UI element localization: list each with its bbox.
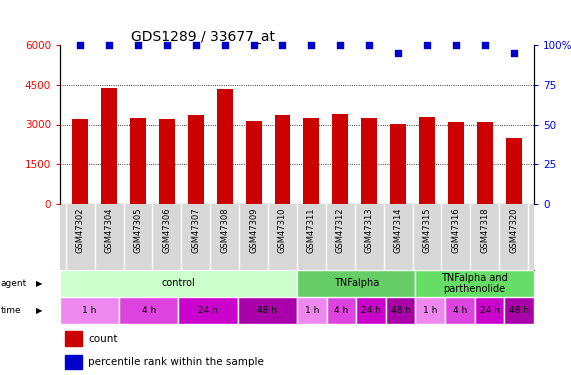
Point <box>220 42 229 48</box>
Text: ▶: ▶ <box>35 306 42 315</box>
Bar <box>297 270 416 297</box>
Bar <box>419 117 435 204</box>
Bar <box>159 119 175 204</box>
Bar <box>356 297 386 324</box>
Text: control: control <box>162 278 195 288</box>
Bar <box>332 114 348 204</box>
Text: GSM47313: GSM47313 <box>365 207 373 253</box>
Bar <box>178 297 238 324</box>
Bar <box>297 297 327 324</box>
Text: GSM47310: GSM47310 <box>278 207 287 253</box>
Text: 1 h: 1 h <box>423 306 437 315</box>
Text: GSM47306: GSM47306 <box>162 207 171 253</box>
Bar <box>361 118 377 204</box>
Bar <box>246 120 262 204</box>
Point <box>307 42 316 48</box>
Text: time: time <box>1 306 21 315</box>
Text: GSM47314: GSM47314 <box>393 207 403 253</box>
Bar <box>238 297 297 324</box>
Text: 24 h: 24 h <box>361 306 381 315</box>
Text: count: count <box>89 333 118 344</box>
Point <box>249 42 258 48</box>
Text: 1 h: 1 h <box>304 306 319 315</box>
Text: GSM47312: GSM47312 <box>336 207 345 253</box>
Text: percentile rank within the sample: percentile rank within the sample <box>89 357 264 367</box>
Text: TNFalpha and
parthenolide: TNFalpha and parthenolide <box>441 273 508 294</box>
Point <box>162 42 171 48</box>
Text: GSM47309: GSM47309 <box>249 207 258 253</box>
Text: GSM47304: GSM47304 <box>104 207 114 253</box>
Text: GSM47311: GSM47311 <box>307 207 316 253</box>
Bar <box>327 297 356 324</box>
Text: GSM47307: GSM47307 <box>191 207 200 253</box>
Text: 4 h: 4 h <box>334 306 348 315</box>
Bar <box>415 270 534 297</box>
Text: GSM47315: GSM47315 <box>423 207 432 253</box>
Bar <box>475 297 504 324</box>
Text: 1 h: 1 h <box>82 306 96 315</box>
Bar <box>101 88 117 204</box>
Text: GSM47305: GSM47305 <box>134 207 143 253</box>
Text: GDS1289 / 33677_at: GDS1289 / 33677_at <box>131 30 275 44</box>
Point <box>336 42 345 48</box>
Text: 4 h: 4 h <box>142 306 156 315</box>
Point <box>75 42 85 48</box>
Bar <box>506 138 521 204</box>
Text: 24 h: 24 h <box>198 306 218 315</box>
Bar <box>477 122 493 204</box>
Text: 48 h: 48 h <box>509 306 529 315</box>
Bar <box>73 119 88 204</box>
Point <box>134 42 143 48</box>
Bar <box>130 118 146 204</box>
Point <box>191 42 200 48</box>
Text: GSM47316: GSM47316 <box>451 207 460 253</box>
Point <box>509 50 518 56</box>
Bar <box>275 115 291 204</box>
Text: 48 h: 48 h <box>391 306 411 315</box>
Bar <box>188 115 204 204</box>
Bar <box>415 297 445 324</box>
Text: 24 h: 24 h <box>480 306 500 315</box>
Bar <box>386 297 416 324</box>
Point <box>480 42 489 48</box>
Bar <box>60 297 119 324</box>
Text: agent: agent <box>1 279 27 288</box>
Text: GSM47308: GSM47308 <box>220 207 229 253</box>
Bar <box>65 355 82 369</box>
Point <box>278 42 287 48</box>
Bar <box>217 89 232 204</box>
Point <box>104 42 114 48</box>
Bar <box>390 124 406 204</box>
Bar <box>448 122 464 204</box>
Bar <box>504 297 534 324</box>
Text: GSM47302: GSM47302 <box>76 207 85 253</box>
Point <box>423 42 432 48</box>
Point <box>365 42 374 48</box>
Text: 48 h: 48 h <box>258 306 278 315</box>
Bar <box>445 297 475 324</box>
Bar <box>303 118 319 204</box>
Text: 4 h: 4 h <box>453 306 467 315</box>
Bar <box>65 332 82 346</box>
Text: GSM47318: GSM47318 <box>480 207 489 253</box>
Bar <box>60 270 297 297</box>
Bar <box>119 297 178 324</box>
Text: GSM47320: GSM47320 <box>509 207 518 253</box>
Text: TNFalpha: TNFalpha <box>333 278 379 288</box>
Point <box>393 50 403 56</box>
Text: ▶: ▶ <box>35 279 42 288</box>
Point <box>451 42 460 48</box>
